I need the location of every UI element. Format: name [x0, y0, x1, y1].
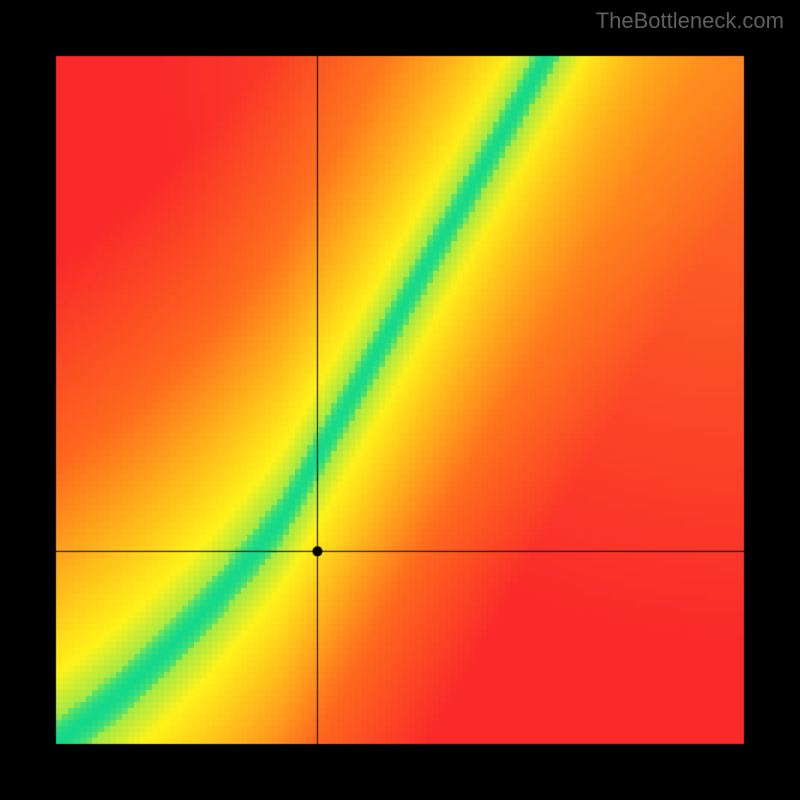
heatmap-canvas — [0, 0, 800, 800]
watermark-text: TheBottleneck.com — [596, 8, 784, 34]
chart-container: TheBottleneck.com — [0, 0, 800, 800]
